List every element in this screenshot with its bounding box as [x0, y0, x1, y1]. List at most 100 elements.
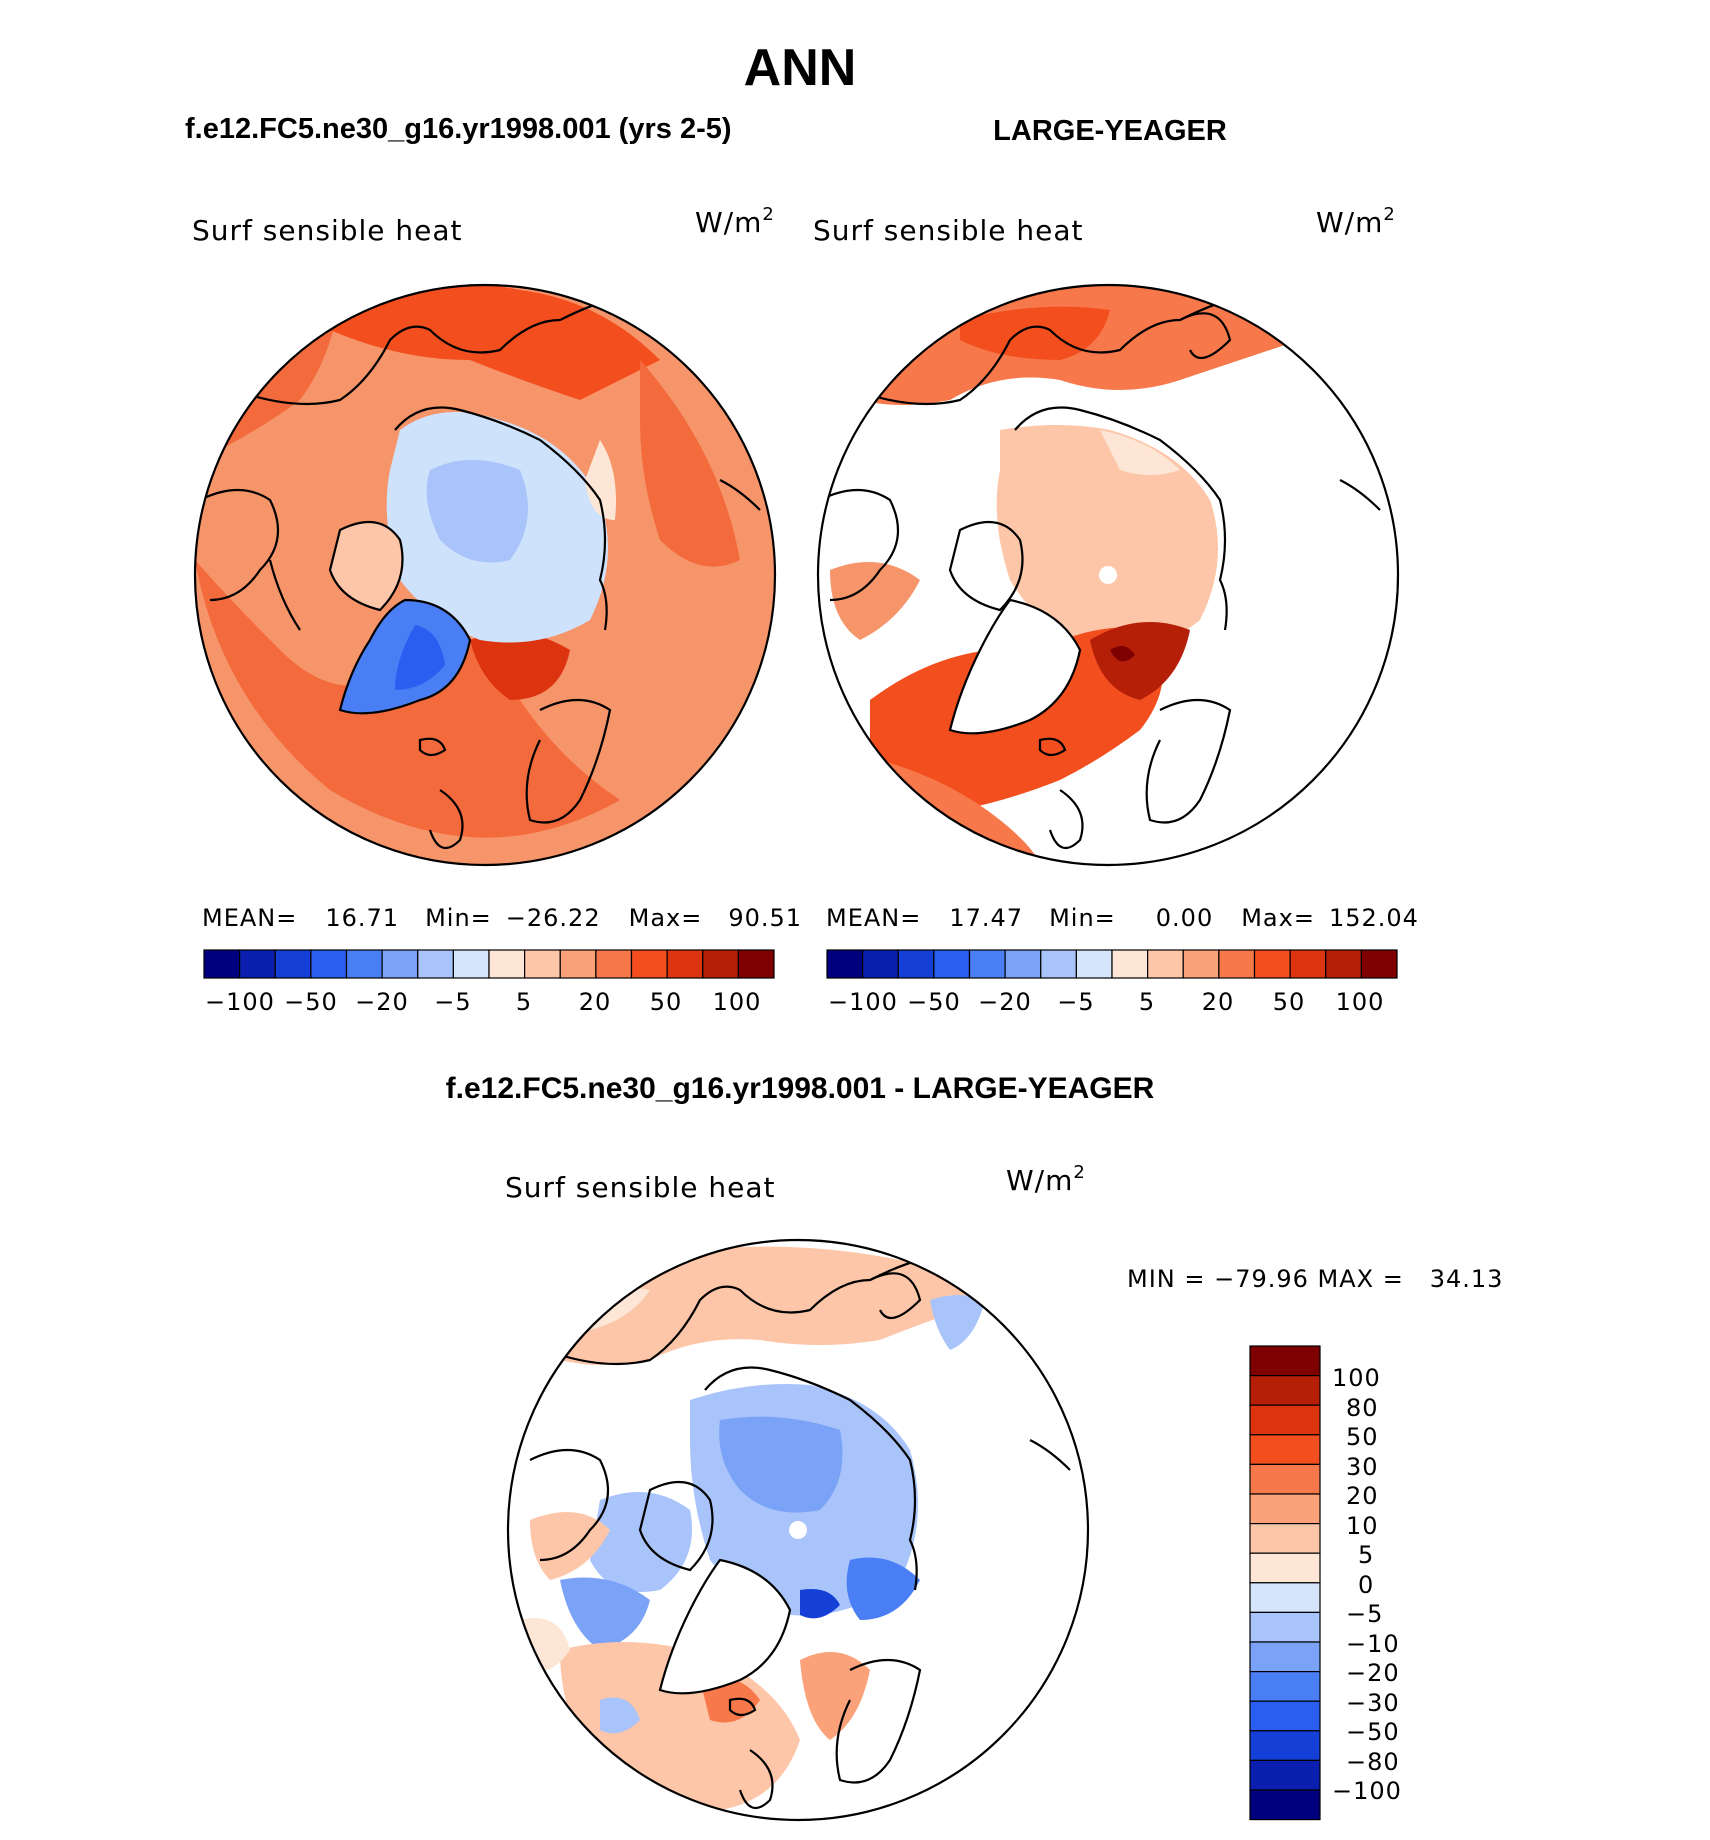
- colorbar-swatch: [239, 949, 276, 979]
- difference-colorbar-label: −20: [1346, 1659, 1400, 1687]
- colorbar-swatch: [1249, 1582, 1321, 1614]
- colorbar-swatch: [310, 949, 348, 979]
- colorbar-swatch: [1249, 1670, 1321, 1702]
- main-title: ANN: [744, 39, 857, 97]
- colorbar-swatch: [1249, 1434, 1321, 1466]
- colorbar-swatch: [1249, 1404, 1321, 1436]
- colorbar-swatch: [559, 949, 597, 979]
- colorbar-swatch: [933, 949, 971, 979]
- colorbar-swatch: [345, 949, 383, 979]
- obs-colorbar-tick: 5: [1139, 988, 1155, 1016]
- case-stats: MEAN= 16.71 Min= −26.22 Max= 90.51: [202, 904, 802, 932]
- colorbar-swatch: [1218, 949, 1256, 979]
- colorbar-swatch: [630, 949, 668, 979]
- colorbar-swatch: [1147, 949, 1184, 979]
- obs-colorbar-tick: 100: [1336, 988, 1385, 1016]
- difference-minmax: MIN = −79.96 MAX = 34.13: [1127, 1265, 1503, 1293]
- colorbar-swatch: [488, 949, 526, 979]
- difference-colorbar-label: −30: [1346, 1689, 1400, 1717]
- obs-colorbar: [826, 949, 1398, 979]
- colorbar-swatch: [1360, 949, 1398, 979]
- case-header: f.e12.FC5.ne30_g16.yr1998.001 (yrs 2-5): [185, 113, 732, 145]
- colorbar-swatch: [1325, 949, 1362, 979]
- obs-colorbar-tick: 20: [1202, 988, 1235, 1016]
- colorbar-swatch: [381, 949, 419, 979]
- obs-variable-label: Surf sensible heat: [813, 214, 1084, 247]
- difference-colorbar-label: −50: [1346, 1718, 1400, 1746]
- case-colorbar-tick: 20: [579, 988, 612, 1016]
- colorbar-swatch: [1249, 1374, 1321, 1406]
- difference-colorbar-label: 10: [1346, 1512, 1379, 1540]
- colorbar-swatch: [737, 949, 775, 979]
- case-colorbar: [203, 949, 775, 979]
- obs-header: LARGE-YEAGER: [993, 115, 1227, 147]
- colorbar-swatch: [1289, 949, 1327, 979]
- obs-polar-map: [818, 285, 1398, 865]
- colorbar-swatch: [826, 949, 864, 979]
- colorbar-swatch: [524, 949, 561, 979]
- colorbar-swatch: [1249, 1611, 1321, 1643]
- difference-colorbar-label: 80: [1346, 1394, 1379, 1422]
- colorbar-swatch: [595, 949, 633, 979]
- obs-colorbar-ticks: −100 −50 −20 −5 5 20 50 100: [828, 988, 1385, 1016]
- difference-colorbar-label: 5: [1358, 1541, 1374, 1569]
- colorbar-swatch: [702, 949, 739, 979]
- obs-colorbar-tick: −100: [828, 988, 898, 1016]
- colorbar-swatch: [1249, 1345, 1321, 1377]
- colorbar-swatch: [968, 949, 1006, 979]
- colorbar-swatch: [1253, 949, 1291, 979]
- difference-colorbar-label: 100: [1332, 1364, 1381, 1392]
- colorbar-swatch: [1040, 949, 1077, 979]
- case-units-label: W/m2: [695, 204, 775, 239]
- colorbar-swatch: [417, 949, 454, 979]
- colorbar-swatch: [1075, 949, 1113, 979]
- case-map-panel: Surf sensible heat W/m2: [192, 204, 802, 1016]
- colorbar-swatch: [1249, 1700, 1321, 1732]
- obs-units-label: W/m2: [1316, 204, 1396, 239]
- case-colorbar-tick: 50: [650, 988, 683, 1016]
- difference-header: f.e12.FC5.ne30_g16.yr1998.001 - LARGE-YE…: [446, 1072, 1155, 1105]
- case-variable-label: Surf sensible heat: [192, 214, 463, 247]
- case-polar-map: [195, 285, 775, 865]
- difference-colorbar-label: 20: [1346, 1482, 1379, 1510]
- colorbar-swatch: [897, 949, 935, 979]
- colorbar-swatch: [1249, 1641, 1321, 1673]
- difference-colorbar-label: −100: [1332, 1777, 1402, 1805]
- colorbar-swatch: [1182, 949, 1220, 979]
- difference-units-label: W/m2: [1006, 1162, 1086, 1197]
- difference-colorbar-label: 0: [1358, 1571, 1374, 1599]
- difference-colorbar-label: 50: [1346, 1423, 1379, 1451]
- case-colorbar-tick: 5: [516, 988, 532, 1016]
- difference-colorbar: [1249, 1345, 1321, 1821]
- case-colorbar-tick: 100: [713, 988, 762, 1016]
- difference-colorbar-label: 30: [1346, 1453, 1379, 1481]
- case-colorbar-tick: −100: [205, 988, 275, 1016]
- colorbar-swatch: [1249, 1493, 1321, 1525]
- obs-colorbar-tick: −50: [907, 988, 961, 1016]
- obs-stats: MEAN= 17.47 Min= 0.00 Max= 152.04: [826, 904, 1419, 932]
- colorbar-swatch: [1249, 1730, 1321, 1762]
- colorbar-swatch: [1111, 949, 1149, 979]
- obs-colorbar-tick: −20: [978, 988, 1032, 1016]
- colorbar-swatch: [274, 949, 312, 979]
- difference-colorbar-label: −10: [1346, 1630, 1400, 1658]
- colorbar-swatch: [452, 949, 490, 979]
- colorbar-swatch: [666, 949, 704, 979]
- obs-map-panel: Surf sensible heat W/m2: [813, 204, 1419, 1016]
- colorbar-swatch: [1249, 1463, 1321, 1495]
- case-colorbar-tick: −20: [355, 988, 409, 1016]
- difference-map-panel: Surf sensible heat W/m2: [505, 1162, 1503, 1822]
- difference-variable-label: Surf sensible heat: [505, 1171, 776, 1204]
- case-colorbar-tick: −5: [434, 988, 471, 1016]
- colorbar-swatch: [1249, 1522, 1321, 1554]
- case-colorbar-tick: −50: [284, 988, 338, 1016]
- colorbar-swatch: [1004, 949, 1042, 979]
- difference-polar-map: [508, 1240, 1088, 1820]
- colorbar-swatch: [1249, 1789, 1321, 1821]
- colorbar-swatch: [1249, 1759, 1321, 1791]
- difference-colorbar-label: −80: [1346, 1748, 1400, 1776]
- obs-colorbar-tick: −5: [1057, 988, 1094, 1016]
- case-colorbar-ticks: −100 −50 −20 −5 5 20 50 100: [205, 988, 762, 1016]
- colorbar-swatch: [1249, 1552, 1321, 1584]
